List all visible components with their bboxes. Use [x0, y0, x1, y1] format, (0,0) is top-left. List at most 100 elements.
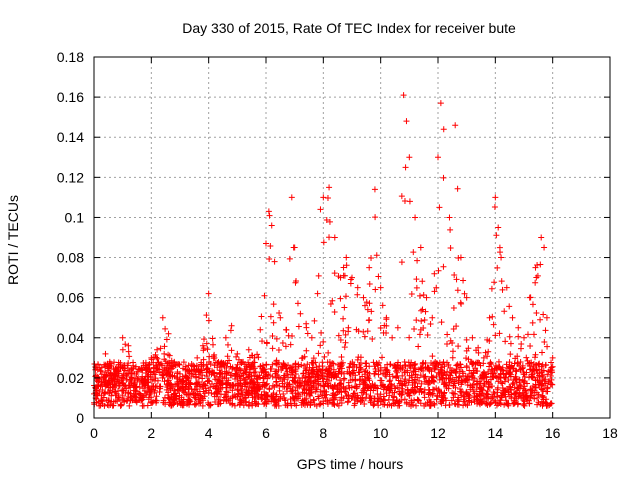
x-tick-label: 8	[319, 425, 327, 441]
data-point	[444, 331, 451, 338]
data-point	[303, 395, 310, 402]
data-point	[544, 388, 551, 395]
data-point	[535, 399, 542, 406]
data-point	[416, 377, 423, 384]
data-point	[120, 365, 127, 372]
data-point	[337, 274, 344, 281]
data-point	[186, 379, 193, 386]
data-point	[279, 383, 286, 390]
data-point	[132, 363, 139, 370]
data-point	[250, 369, 257, 376]
data-point	[334, 389, 341, 396]
data-point	[484, 353, 491, 360]
data-point	[310, 397, 317, 404]
data-point	[454, 361, 461, 368]
data-point	[530, 363, 537, 370]
data-point	[233, 353, 240, 360]
data-point	[216, 378, 223, 385]
data-point	[177, 370, 183, 377]
data-point	[144, 402, 151, 409]
data-point	[204, 378, 211, 385]
data-point	[507, 351, 514, 358]
data-point	[324, 359, 331, 366]
data-point	[502, 374, 509, 381]
data-point	[446, 214, 453, 221]
data-point	[141, 382, 148, 389]
data-point	[149, 400, 156, 407]
data-point	[217, 400, 224, 407]
data-point	[431, 270, 438, 277]
data-point	[240, 358, 247, 365]
data-point	[213, 373, 220, 380]
data-point	[315, 350, 322, 357]
data-point	[475, 344, 482, 351]
data-point	[317, 367, 324, 374]
data-point	[259, 395, 266, 402]
data-point	[157, 385, 164, 392]
data-point	[406, 154, 413, 161]
data-point	[380, 329, 387, 336]
data-point	[237, 380, 244, 387]
data-point	[209, 335, 216, 342]
data-point	[378, 398, 385, 405]
data-point	[203, 373, 210, 380]
data-point	[126, 353, 133, 360]
data-point	[292, 393, 299, 400]
data-point	[317, 388, 324, 395]
data-point	[284, 368, 291, 375]
data-point	[131, 377, 138, 384]
data-point	[252, 395, 259, 402]
data-point	[317, 206, 324, 213]
data-point	[136, 378, 143, 385]
data-point	[528, 392, 535, 399]
data-point	[119, 334, 126, 341]
data-point	[158, 360, 165, 367]
data-point	[308, 368, 315, 375]
data-point	[343, 393, 350, 400]
data-point	[458, 300, 465, 307]
data-point	[465, 356, 472, 363]
data-point	[320, 378, 327, 385]
data-point	[345, 379, 352, 386]
data-point	[450, 348, 457, 355]
data-point	[145, 366, 152, 373]
data-point	[304, 361, 311, 368]
data-point	[520, 401, 527, 408]
data-point	[98, 379, 105, 386]
data-point	[183, 401, 190, 408]
data-point	[95, 361, 102, 368]
data-point	[211, 354, 218, 361]
data-point	[521, 371, 528, 378]
data-point	[320, 400, 327, 407]
data-point	[205, 389, 212, 396]
data-point	[117, 402, 124, 409]
data-point	[394, 402, 401, 409]
data-point	[234, 350, 241, 357]
data-point	[482, 349, 489, 356]
data-point	[533, 389, 540, 396]
data-point	[275, 374, 282, 381]
data-point	[145, 362, 152, 369]
data-point	[161, 350, 168, 357]
data-point	[529, 373, 536, 380]
data-point	[119, 380, 126, 387]
data-point	[446, 379, 453, 386]
data-point	[267, 372, 274, 379]
data-point	[446, 401, 453, 408]
data-point	[524, 357, 531, 364]
data-point	[483, 371, 490, 378]
data-point	[408, 372, 415, 379]
data-point	[307, 392, 314, 399]
data-point	[160, 399, 167, 406]
data-point	[470, 369, 477, 376]
data-point	[535, 381, 542, 388]
data-point	[242, 369, 249, 376]
data-point	[357, 364, 364, 371]
data-point	[489, 366, 496, 373]
data-point	[368, 308, 375, 315]
x-tick-label: 6	[262, 425, 270, 441]
data-point	[390, 394, 397, 401]
data-point	[503, 284, 510, 291]
data-point	[460, 402, 467, 409]
data-point	[369, 335, 376, 342]
